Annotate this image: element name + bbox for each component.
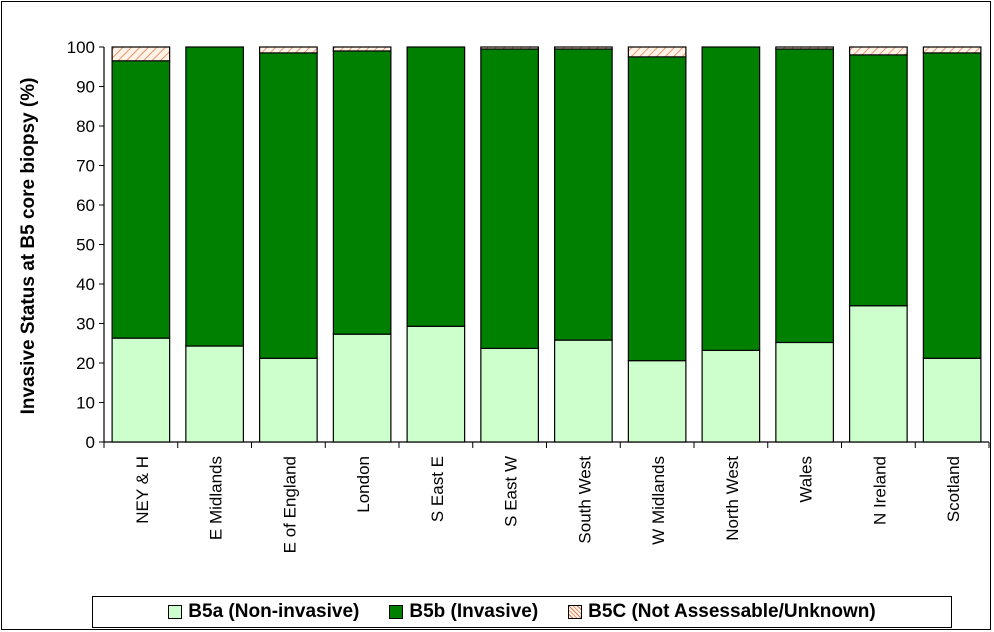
x-tick-label: London: [354, 456, 373, 513]
bar-segment-b5b: [849, 54, 908, 307]
bar-segment-b5a: [701, 349, 761, 443]
legend-label-b5a: B5a (Non-invasive): [188, 601, 360, 622]
x-tick-label: E Midlands: [207, 456, 226, 540]
bar-segment-b5b: [701, 46, 761, 351]
bar-segment-b5a: [406, 325, 466, 443]
bar-segment-b5c: [922, 46, 982, 54]
bar-segment-b5c: [332, 46, 392, 52]
x-tick-label: E of England: [280, 456, 299, 553]
bar-segment-b5c: [849, 46, 908, 56]
x-tick-label: South West: [575, 456, 594, 544]
y-tick-label: 10: [76, 394, 95, 413]
legend-label-b5c: B5C (Not Assessable/Unknown): [588, 601, 876, 622]
bar-segment-b5b: [111, 60, 171, 339]
bar-segment-b5a: [259, 357, 318, 443]
y-tick-label: 0: [86, 433, 95, 452]
legend: B5a (Non-invasive) B5b (Invasive) B5C (N…: [92, 596, 952, 628]
bar-segment-b5c: [775, 46, 834, 50]
bar-segment-b5a: [185, 345, 244, 443]
bar-segment-b5a: [111, 337, 171, 443]
legend-item-b5c: B5C (Not Assessable/Unknown): [568, 601, 876, 623]
bar-segment-b5a: [480, 347, 539, 443]
bar-segment-b5b: [480, 48, 539, 349]
x-tick-label: S East E: [428, 456, 447, 522]
bar-segment-b5a: [554, 339, 613, 443]
y-tick-label: 60: [76, 196, 95, 215]
bar-segment-b5b: [259, 52, 318, 359]
bar-segment-b5b: [627, 56, 687, 362]
x-tick-label: Scotland: [944, 456, 963, 522]
bar-segment-b5a: [627, 360, 687, 443]
y-tick-label: 50: [76, 236, 95, 255]
x-tick-label: Wales: [797, 456, 816, 503]
bar-segment-b5a: [849, 305, 908, 443]
y-tick-label: 100: [67, 38, 95, 57]
y-tick-label: 80: [76, 117, 95, 136]
bar-segment-b5c: [627, 46, 687, 58]
legend-swatch-b5c: [568, 605, 583, 619]
legend-item-b5a: B5a (Non-invasive): [168, 601, 359, 623]
y-tick-label: 70: [76, 157, 95, 176]
bar-segment-b5b: [406, 46, 466, 327]
bar-segment-b5a: [775, 341, 834, 443]
bar-segment-b5c: [259, 46, 318, 54]
y-tick-label: 20: [76, 354, 95, 373]
bar-segment-b5b: [332, 50, 392, 335]
y-tick-label: 90: [76, 78, 95, 97]
legend-swatch-b5a: [168, 605, 183, 619]
bar-segment-b5c: [480, 46, 539, 50]
x-tick-label: NEY & H: [133, 456, 152, 524]
x-tick-label: N Ireland: [870, 456, 889, 525]
bar-segment-b5b: [554, 48, 613, 341]
x-tick-label: North West: [723, 456, 742, 541]
x-tick-label: W Midlands: [649, 456, 668, 545]
x-tick-label: S East W: [502, 456, 521, 527]
y-tick-label: 30: [76, 315, 95, 334]
y-tick-label: 40: [76, 275, 95, 294]
legend-item-b5b: B5b (Invasive): [389, 601, 538, 623]
y-axis-label: Invasive Status at B5 core biopsy (%): [18, 78, 39, 415]
bar-segment-b5b: [922, 52, 982, 359]
legend-label-b5b: B5b (Invasive): [409, 601, 539, 622]
bar-segment-b5b: [775, 48, 834, 344]
legend-swatch-b5b: [389, 605, 404, 619]
bar-segment-b5a: [332, 333, 392, 443]
bar-segment-b5b: [185, 46, 244, 347]
bar-segment-b5c: [554, 46, 613, 50]
bar-segment-b5a: [922, 357, 982, 443]
bar-segment-b5c: [111, 46, 171, 62]
